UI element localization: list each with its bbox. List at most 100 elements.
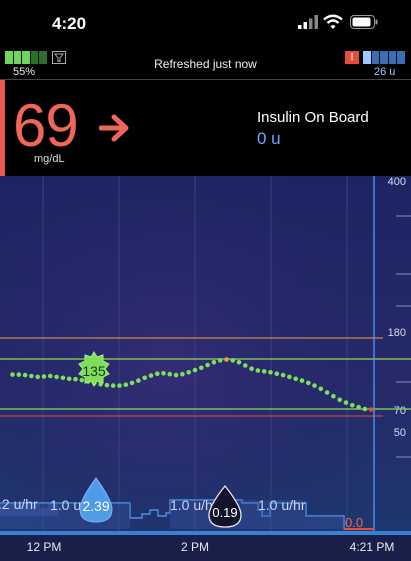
arrow-right-icon	[99, 114, 129, 142]
glucose-point	[230, 358, 236, 363]
basal-label: .2 u/hr	[0, 496, 38, 512]
glucose-series	[10, 357, 374, 412]
glucose-point	[54, 374, 59, 380]
reservoir-icon	[363, 51, 405, 64]
glucose-point	[236, 360, 242, 365]
glucose-point	[104, 382, 110, 388]
basal-current-label: 0.0	[345, 515, 363, 530]
glucose-point	[148, 373, 154, 378]
time-axis	[0, 531, 411, 561]
glucose-point	[337, 397, 343, 403]
glucose-point	[343, 400, 349, 405]
glucose-point	[331, 393, 336, 399]
cellular-signal-icon	[298, 15, 318, 29]
pod-status-icon	[52, 51, 66, 64]
basal-fill	[306, 516, 344, 529]
glucose-point	[324, 390, 330, 395]
glucose-point	[217, 358, 223, 363]
glucose-point	[312, 383, 317, 388]
glucose-point	[161, 371, 166, 376]
pump-battery-icon	[5, 51, 47, 64]
glucose-point	[129, 380, 135, 386]
glucose-point	[29, 373, 34, 379]
glucose-point	[318, 386, 324, 392]
glucose-point	[180, 371, 185, 377]
glucose-point	[261, 369, 267, 374]
carb-marker[interactable]: 135	[78, 351, 110, 387]
basal-area	[0, 503, 58, 516]
glucose-point	[110, 383, 116, 388]
glucose-chart[interactable]: 400 180 70 50 135 .2 u/hr 1.0 u 1.0 u/hr…	[0, 176, 411, 561]
divider	[0, 79, 411, 80]
glucose-point	[173, 372, 179, 378]
wifi-icon	[323, 14, 343, 29]
carb-value: 135	[82, 363, 106, 379]
reservoir-units: 26 u	[374, 66, 396, 78]
glucose-point	[280, 372, 286, 378]
glucose-value: 69	[13, 92, 79, 159]
glucose-point	[123, 382, 129, 387]
y-label-50: 50	[394, 427, 406, 439]
basal-label: 1.0 u	[50, 497, 81, 513]
glucose-point	[136, 378, 141, 383]
x-label: 2 PM	[181, 540, 209, 554]
glucose-point	[167, 371, 173, 377]
bolus-value: 2.39	[82, 498, 109, 514]
x-label: 12 PM	[27, 540, 62, 554]
glucose-status-accent	[0, 80, 5, 176]
basal-line	[0, 499, 374, 530]
glucose-point	[60, 375, 66, 381]
y-label-400: 400	[388, 176, 406, 188]
iob-label: Insulin On Board	[257, 109, 369, 126]
y-label-70: 70	[394, 405, 406, 417]
glucose-point	[243, 363, 248, 368]
bolus-marker[interactable]: 0.19	[208, 484, 242, 528]
glucose-point	[362, 406, 368, 412]
glucose-point	[350, 403, 355, 408]
glucose-point	[98, 382, 103, 387]
refresh-status: Refreshed just now	[154, 57, 257, 71]
glucose-point	[35, 374, 40, 380]
glucose-point	[117, 383, 122, 388]
glucose-point	[48, 373, 53, 379]
status-time: 4:20	[52, 14, 87, 33]
glucose-point	[274, 371, 280, 376]
glucose-point	[22, 372, 28, 378]
glucose-point	[293, 376, 299, 382]
alert-icon[interactable]: !	[345, 51, 359, 64]
glucose-point	[66, 376, 72, 382]
glucose-point	[142, 375, 147, 381]
glucose-point	[287, 374, 292, 380]
chart-glow	[0, 176, 374, 561]
bolus-value: 0.19	[212, 505, 237, 520]
glucose-unit: mg/dL	[34, 153, 65, 165]
glucose-point	[205, 362, 210, 368]
glucose-point	[306, 380, 311, 386]
glucose-point	[199, 365, 204, 371]
pump-battery-percent: 55%	[13, 66, 36, 78]
y-label-180: 180	[388, 327, 406, 339]
glucose-point	[211, 360, 217, 365]
basal-label: 1.0 u/hr	[170, 497, 218, 513]
glucose-point	[299, 378, 305, 383]
x-label: 4:21 PM	[350, 540, 395, 554]
glucose-point	[368, 407, 374, 412]
glucose-point	[356, 404, 361, 410]
time-axis-bar	[0, 531, 411, 535]
glucose-point	[79, 377, 85, 383]
glucose-panel[interactable]	[0, 80, 411, 176]
iob-value: 0 u	[257, 129, 281, 148]
glucose-point	[10, 372, 15, 377]
glucose-point	[192, 367, 198, 373]
basal-label: 1.0 u/hr	[258, 497, 306, 513]
glucose-point	[268, 370, 273, 375]
glucose-point	[249, 366, 254, 371]
battery-icon	[350, 15, 378, 29]
glucose-point	[16, 372, 22, 377]
bolus-marker[interactable]: 2.39	[79, 477, 113, 523]
glucose-point	[73, 376, 78, 382]
glucose-point	[224, 357, 229, 362]
glucose-point	[255, 368, 261, 373]
status-bar: 4:20	[0, 0, 411, 48]
glucose-point	[155, 371, 160, 376]
